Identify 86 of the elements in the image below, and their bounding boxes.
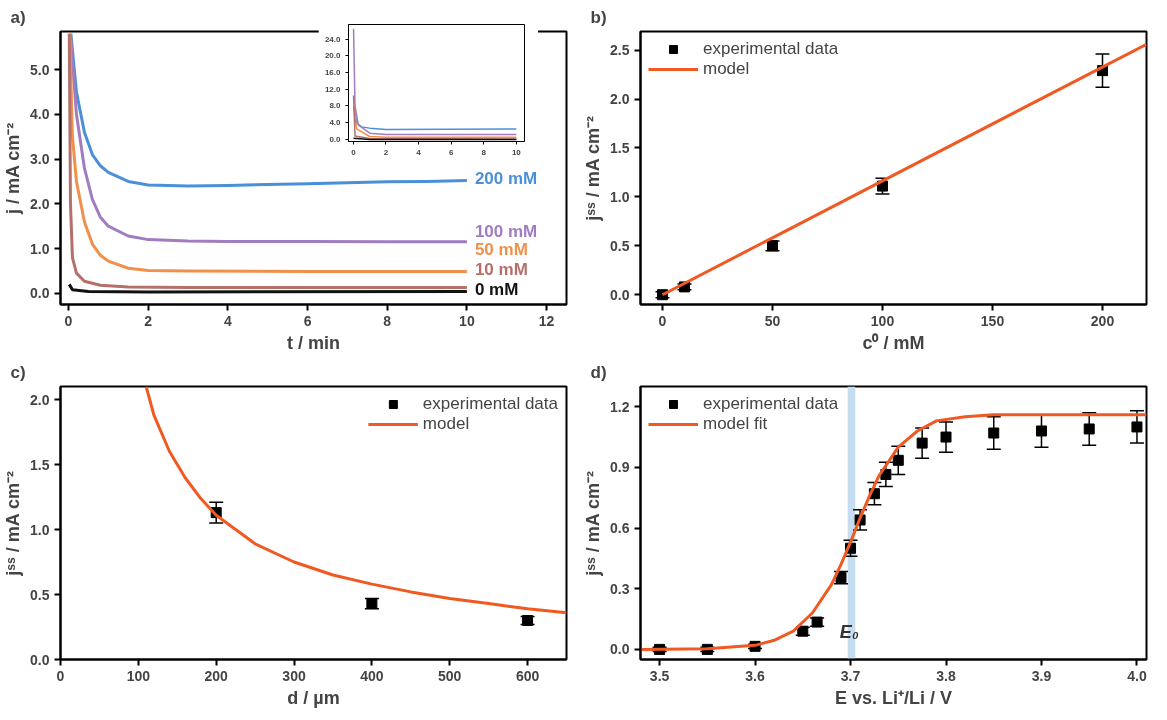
y-tick-label: 0.0	[610, 286, 630, 303]
y-tick-label: 0.0	[610, 641, 630, 658]
x-tick-label: 50	[764, 312, 781, 329]
x-tick-label: 2	[144, 312, 153, 329]
y-tick-label: 0.0	[30, 285, 50, 302]
x-tick-label: 8	[383, 312, 392, 329]
legend-label: model	[422, 414, 470, 434]
x-tick-label: 4.0	[1127, 667, 1147, 684]
y-tick-label: 4.0	[329, 118, 342, 128]
legend-label: experimental data	[703, 39, 839, 59]
x-tick-label: 4	[416, 147, 422, 157]
x-tick-label: 12	[538, 312, 555, 329]
chart-title: a)	[10, 7, 26, 27]
y-tick-label: 0.5	[610, 237, 630, 254]
x-tick-label: 0	[658, 312, 667, 329]
chart-title: d)	[590, 362, 607, 382]
y-tick-label: 8.0	[329, 101, 342, 111]
x-tick-label: 0	[56, 667, 65, 684]
y-tick-label: 3.0	[30, 151, 50, 168]
y-tick-label: 0.0	[30, 651, 50, 668]
y-tick-label: 1.0	[30, 240, 50, 257]
y-tick-label: 2.0	[30, 391, 50, 408]
y-tick-label: 1.0	[30, 521, 50, 538]
x-tick-label: 200	[204, 667, 229, 684]
series-label: 100 mM	[474, 221, 538, 241]
x-tick-label: 10	[459, 312, 475, 329]
x-tick-label: 6	[303, 312, 312, 329]
x-tick-label: 2	[383, 147, 389, 157]
y-tick-label: 0.6	[610, 520, 630, 537]
y-tick-label: 24.0	[324, 34, 342, 44]
series-label: 10 mM	[474, 259, 528, 279]
y-tick-label: 4.0	[30, 106, 50, 123]
series-label: 200 mM	[474, 168, 538, 188]
line-series	[352, 27, 518, 136]
y-axis-title: jˢˢ / mA cm⁻²	[583, 470, 604, 577]
x-tick-label: 6	[448, 147, 454, 157]
x-tick-label: 3.5	[649, 667, 670, 684]
legend-label: experimental data	[422, 394, 558, 414]
y-axis-title: jˢˢ / mA cm⁻²	[3, 470, 24, 577]
y-tick-label: 20.0	[324, 51, 342, 61]
series-label: 50 mM	[474, 240, 528, 260]
y-tick-label: 2.0	[610, 91, 630, 108]
y-tick-label: 0.0	[329, 134, 342, 144]
y-tick-label: 1.5	[30, 456, 50, 473]
y-tick-label: 1.2	[610, 398, 630, 415]
x-tick-label: 0	[64, 312, 73, 329]
x-tick-label: 100	[870, 312, 895, 329]
y-axis-title: j / mA cm⁻²	[3, 122, 24, 216]
x-axis-title: c⁰ / mM	[862, 332, 925, 353]
x-tick-label: 10	[511, 147, 522, 157]
legend-label: experimental data	[703, 394, 839, 414]
x-tick-label: 200	[1090, 312, 1115, 329]
chart-title: b)	[590, 7, 607, 27]
y-tick-label: 2.5	[610, 42, 630, 59]
chart-title: c)	[10, 362, 26, 382]
band-label: E₀	[839, 621, 859, 642]
y-axis-title: jˢˢ / mA cm⁻²	[583, 115, 604, 222]
y-tick-label: 2.0	[30, 195, 50, 212]
x-axis-title: d / µm	[287, 687, 340, 708]
x-tick-label: 300	[282, 667, 306, 684]
y-tick-label: 12.0	[324, 84, 342, 94]
x-tick-label: 3.9	[1031, 667, 1052, 684]
x-tick-label: 4	[223, 312, 232, 329]
x-tick-label: 3.6	[745, 667, 766, 684]
y-tick-label: 0.9	[610, 459, 630, 476]
x-tick-label: 600	[515, 667, 540, 684]
x-tick-label: 150	[980, 312, 1005, 329]
x-axis-title: E vs. Li⁺/Li / V	[834, 687, 953, 708]
x-tick-label: 400	[360, 667, 384, 684]
line-series	[352, 94, 518, 140]
x-tick-label: 100	[126, 667, 151, 684]
legend-label: model	[703, 59, 750, 79]
y-tick-label: 5.0	[30, 61, 50, 78]
y-tick-label: 16.0	[324, 68, 342, 78]
x-tick-label: 8	[481, 147, 487, 157]
y-tick-label: 0.3	[610, 580, 630, 597]
series-label: 0 mM	[474, 279, 519, 299]
x-tick-label: 3.7	[840, 667, 861, 684]
x-tick-label: 500	[438, 667, 462, 684]
y-tick-label: 0.5	[30, 586, 50, 603]
y-tick-label: 1.0	[610, 188, 630, 205]
x-tick-label: 0	[351, 147, 357, 157]
y-tick-label: 1.5	[610, 139, 630, 156]
x-axis-title: t / min	[287, 332, 340, 353]
x-tick-label: 3.8	[936, 667, 956, 684]
legend-label: model fit	[703, 414, 768, 434]
